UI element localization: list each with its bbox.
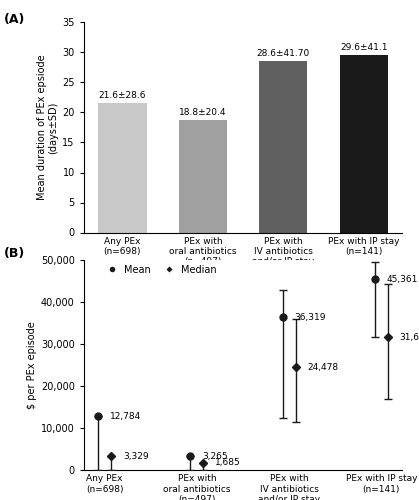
Text: 36,319: 36,319 [295, 313, 326, 322]
Text: 28.6±41.70: 28.6±41.70 [256, 50, 310, 58]
Text: 24,478: 24,478 [308, 362, 339, 372]
Y-axis label: $ per PEx episode: $ per PEx episode [27, 321, 37, 409]
Y-axis label: Mean duration of PEx epsiode
(days±SD): Mean duration of PEx epsiode (days±SD) [36, 54, 58, 201]
Text: 29.6±41.1: 29.6±41.1 [340, 44, 388, 52]
Text: 31,652: 31,652 [400, 332, 419, 342]
Text: 45,361: 45,361 [387, 275, 418, 284]
Text: 3,329: 3,329 [123, 452, 149, 460]
Text: 3,265: 3,265 [202, 452, 228, 461]
Legend: Mean, Median: Mean, Median [98, 260, 221, 278]
Text: 21.6±28.6: 21.6±28.6 [98, 92, 146, 100]
Bar [259, 61, 308, 232]
Bar [98, 103, 147, 232]
Text: (B): (B) [4, 248, 26, 260]
Text: (A): (A) [4, 12, 26, 26]
Text: 18.8±20.4: 18.8±20.4 [179, 108, 227, 118]
Bar [339, 55, 388, 233]
Text: 12,784: 12,784 [110, 412, 142, 421]
Text: 1,685: 1,685 [215, 458, 241, 468]
Bar [178, 120, 227, 232]
